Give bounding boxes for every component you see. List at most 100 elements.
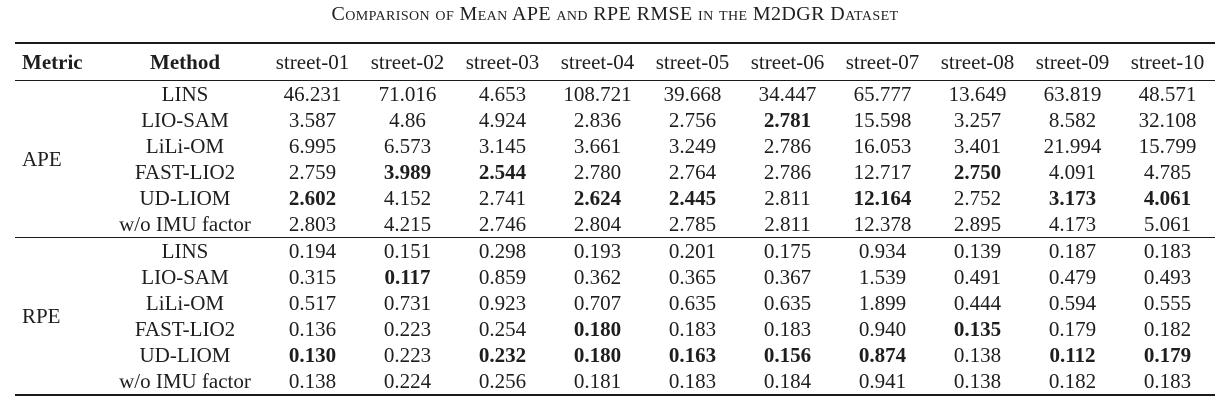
value-cell: 2.804 — [573, 211, 622, 236]
value-cell: 4.152 — [383, 185, 432, 210]
column-header-method: Method — [105, 43, 265, 81]
value-cell: 0.163 — [668, 342, 717, 367]
value-cell: 3.401 — [953, 133, 1002, 158]
column-header-street-08: street-08 — [930, 43, 1025, 81]
value-cell: 0.941 — [858, 368, 907, 393]
value-cell: 0.180 — [573, 316, 622, 341]
value-cell: 0.179 — [1048, 316, 1097, 341]
value-cell: 0.135 — [953, 316, 1002, 341]
value-cell: 0.493 — [1143, 264, 1192, 289]
value-cell: 2.764 — [668, 159, 717, 184]
value-cell: 0.859 — [478, 264, 527, 289]
column-header-street-06: street-06 — [740, 43, 835, 81]
method-label: LINS — [161, 81, 209, 106]
column-header-street-02: street-02 — [360, 43, 455, 81]
value-cell: 2.445 — [668, 185, 717, 210]
value-cell: 0.635 — [763, 290, 812, 315]
value-cell: 2.895 — [953, 211, 1002, 236]
table-row: LiLi-OM 6.995 6.573 3.145 3.661 3.249 2.786 16.… — [15, 133, 1215, 159]
value-cell: 0.187 — [1025, 237, 1120, 264]
value-cell: 2.811 — [764, 185, 811, 210]
value-cell: 0.139 — [930, 237, 1025, 264]
value-cell: 0.182 — [1048, 368, 1097, 393]
value-cell: 0.180 — [573, 342, 622, 367]
table-row: FAST-LIO2 0.136 0.223 0.254 0.180 0.183 0.183 0… — [15, 316, 1215, 342]
value-cell: 0.362 — [573, 264, 622, 289]
metric-label-rpe: RPE — [15, 237, 105, 395]
value-cell: 3.145 — [478, 133, 527, 158]
value-cell: 0.201 — [645, 237, 740, 264]
method-label: LiLi-OM — [145, 290, 225, 315]
value-cell: 12.378 — [853, 211, 912, 236]
value-cell: 0.874 — [858, 342, 907, 367]
value-cell: 2.780 — [573, 159, 622, 184]
results-table: Metric Method street-01 street-02 street… — [15, 42, 1215, 396]
value-cell: 0.138 — [953, 368, 1002, 393]
value-cell: 6.995 — [288, 133, 337, 158]
table-caption: Comparison of Mean APE and RPE RMSE in t… — [331, 3, 899, 25]
value-cell: 0.232 — [478, 342, 527, 367]
value-cell: 2.544 — [478, 159, 527, 184]
value-cell: 48.571 — [1138, 81, 1197, 106]
table-header: Metric Method street-01 street-02 street… — [15, 43, 1215, 81]
value-cell: 0.223 — [383, 316, 432, 341]
value-cell: 4.173 — [1048, 211, 1097, 236]
table-row: RPE LINS 0.194 0.151 0.298 0.193 0.201 0.175 0.9… — [15, 237, 1215, 395]
value-cell: 0.156 — [763, 342, 812, 367]
value-cell: 0.934 — [835, 237, 930, 264]
value-cell: 0.194 — [265, 237, 360, 264]
value-cell: 0.444 — [953, 290, 1002, 315]
value-cell: 2.756 — [668, 107, 717, 132]
method-label: UD-LIOM — [139, 185, 231, 210]
value-cell: 4.215 — [383, 211, 432, 236]
value-cell: 0.117 — [384, 264, 431, 289]
value-cell: 2.746 — [478, 211, 527, 236]
value-cell: 0.594 — [1048, 290, 1097, 315]
value-cell: 0.138 — [953, 342, 1002, 367]
value-cell: 0.179 — [1143, 342, 1192, 367]
value-cell: 4.785 — [1143, 159, 1192, 184]
value-cell: 4.091 — [1048, 159, 1097, 184]
column-header-street-03: street-03 — [455, 43, 550, 81]
value-cell: 2.811 — [764, 211, 811, 236]
value-cell: 0.183 — [763, 316, 812, 341]
value-cell: 4.061 — [1143, 185, 1192, 210]
value-cell: 16.053 — [853, 133, 912, 158]
value-cell: 0.298 — [455, 237, 550, 264]
value-cell: 108.721 — [563, 81, 632, 106]
value-cell: 4.924 — [478, 107, 527, 132]
value-cell: 0.183 — [668, 368, 717, 393]
value-cell: 0.491 — [953, 264, 1002, 289]
value-cell: 0.175 — [740, 237, 835, 264]
column-header-street-05: street-05 — [645, 43, 740, 81]
method-label: UD-LIOM — [139, 342, 231, 367]
value-cell: 12.717 — [853, 159, 912, 184]
method-label: LIO-SAM — [141, 264, 229, 289]
value-cell: 0.517 — [288, 290, 337, 315]
method-label: LiLi-OM — [145, 133, 225, 158]
value-cell: 3.173 — [1048, 185, 1097, 210]
header-row: Metric Method street-01 street-02 street… — [15, 43, 1215, 81]
value-cell: 0.130 — [288, 342, 337, 367]
metric-label-ape: APE — [22, 146, 62, 171]
value-cell: 0.183 — [668, 316, 717, 341]
column-header-street-01: street-01 — [265, 43, 360, 81]
value-cell: 15.799 — [1138, 133, 1197, 158]
value-cell: 13.649 — [948, 81, 1007, 106]
value-cell: 21.994 — [1043, 133, 1102, 158]
value-cell: 0.367 — [763, 264, 812, 289]
value-cell: 0.183 — [1120, 237, 1215, 264]
value-cell: 0.315 — [288, 264, 337, 289]
value-cell: 2.602 — [288, 185, 337, 210]
table-row: w/o IMU factor 0.138 0.224 0.256 0.181 0.183 0… — [15, 368, 1215, 395]
value-cell: 2.759 — [288, 159, 337, 184]
value-cell: 0.138 — [288, 368, 337, 393]
column-header-street-04: street-04 — [550, 43, 645, 81]
value-cell: 0.365 — [668, 264, 717, 289]
value-cell: 71.016 — [378, 81, 437, 106]
value-cell: 3.989 — [383, 159, 432, 184]
value-cell: 0.183 — [1143, 368, 1192, 393]
value-cell: 32.108 — [1138, 107, 1197, 132]
table-row: w/o IMU factor 2.803 4.215 2.746 2.804 2.785 2… — [15, 211, 1215, 238]
